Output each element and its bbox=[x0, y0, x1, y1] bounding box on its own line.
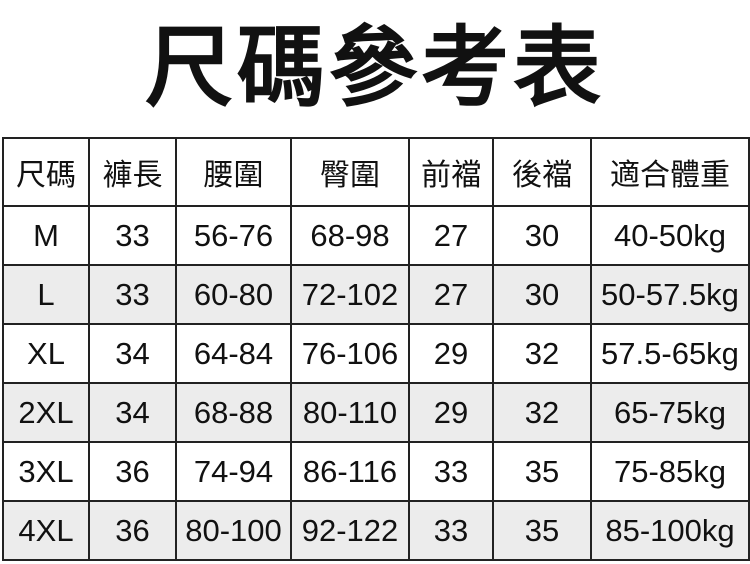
column-header: 後襠 bbox=[492, 137, 592, 207]
table-cell: 72-102 bbox=[290, 264, 410, 325]
table-cell: 3XL bbox=[2, 441, 90, 502]
table-cell: 33 bbox=[88, 205, 177, 266]
table-cell: 36 bbox=[88, 441, 177, 502]
table-cell: XL bbox=[2, 323, 90, 384]
table-cell: 80-110 bbox=[290, 382, 410, 443]
table-cell: 32 bbox=[492, 382, 592, 443]
table-cell: 85-100kg bbox=[590, 500, 750, 561]
table-cell: 2XL bbox=[2, 382, 90, 443]
table-cell: 76-106 bbox=[290, 323, 410, 384]
table-cell: 30 bbox=[492, 264, 592, 325]
table-cell: 34 bbox=[88, 323, 177, 384]
table-cell: 56-76 bbox=[175, 205, 292, 266]
table-cell: 29 bbox=[408, 382, 494, 443]
table-cell: 27 bbox=[408, 264, 494, 325]
table-cell: 86-116 bbox=[290, 441, 410, 502]
table-body: M 33 56-76 68-98 27 30 40-50kg L 33 60-80 72-102 27… bbox=[2, 205, 750, 561]
table-cell: 74-94 bbox=[175, 441, 292, 502]
table-cell: 30 bbox=[492, 205, 592, 266]
table-cell: M bbox=[2, 205, 90, 266]
table-cell: 33 bbox=[88, 264, 177, 325]
table-cell: 64-84 bbox=[175, 323, 292, 384]
table-cell: 36 bbox=[88, 500, 177, 561]
column-header: 前襠 bbox=[408, 137, 494, 207]
column-header: 臀圍 bbox=[290, 137, 410, 207]
column-header: 腰圍 bbox=[175, 137, 292, 207]
table-cell: L bbox=[2, 264, 90, 325]
table-cell: 92-122 bbox=[290, 500, 410, 561]
table-cell: 29 bbox=[408, 323, 494, 384]
table-cell: 65-75kg bbox=[590, 382, 750, 443]
size-table: 尺碼 褲長 腰圍 臀圍 前襠 後襠 適合體重 M 33 56-76 68-98 27 30 40-50k… bbox=[2, 137, 750, 561]
table-cell: 4XL bbox=[2, 500, 90, 561]
table-row: XL 34 64-84 76-106 29 32 57.5-65kg bbox=[2, 323, 750, 384]
title: 尺碼參考表 bbox=[144, 18, 605, 117]
table-header: 尺碼 褲長 腰圍 臀圍 前襠 後襠 適合體重 bbox=[2, 137, 750, 207]
column-header: 尺碼 bbox=[2, 137, 90, 207]
table-cell: 75-85kg bbox=[590, 441, 750, 502]
column-header: 褲長 bbox=[88, 137, 177, 207]
column-header: 適合體重 bbox=[590, 137, 750, 207]
table-cell: 50-57.5kg bbox=[590, 264, 750, 325]
table-cell: 60-80 bbox=[175, 264, 292, 325]
table-cell: 68-88 bbox=[175, 382, 292, 443]
table-cell: 27 bbox=[408, 205, 494, 266]
table-row: M 33 56-76 68-98 27 30 40-50kg bbox=[2, 205, 750, 266]
table-cell: 68-98 bbox=[290, 205, 410, 266]
table-row: 2XL 34 68-88 80-110 29 32 65-75kg bbox=[2, 382, 750, 443]
table-row: L 33 60-80 72-102 27 30 50-57.5kg bbox=[2, 264, 750, 325]
table-cell: 80-100 bbox=[175, 500, 292, 561]
table-cell: 34 bbox=[88, 382, 177, 443]
table-cell: 33 bbox=[408, 441, 494, 502]
table-cell: 57.5-65kg bbox=[590, 323, 750, 384]
table-row: 4XL 36 80-100 92-122 33 35 85-100kg bbox=[2, 500, 750, 561]
table-cell: 33 bbox=[408, 500, 494, 561]
table-cell: 32 bbox=[492, 323, 592, 384]
table-row: 3XL 36 74-94 86-116 33 35 75-85kg bbox=[2, 441, 750, 502]
table-cell: 40-50kg bbox=[590, 205, 750, 266]
table-cell: 35 bbox=[492, 441, 592, 502]
header-row: 尺碼 褲長 腰圍 臀圍 前襠 後襠 適合體重 bbox=[2, 137, 750, 207]
table-cell: 35 bbox=[492, 500, 592, 561]
